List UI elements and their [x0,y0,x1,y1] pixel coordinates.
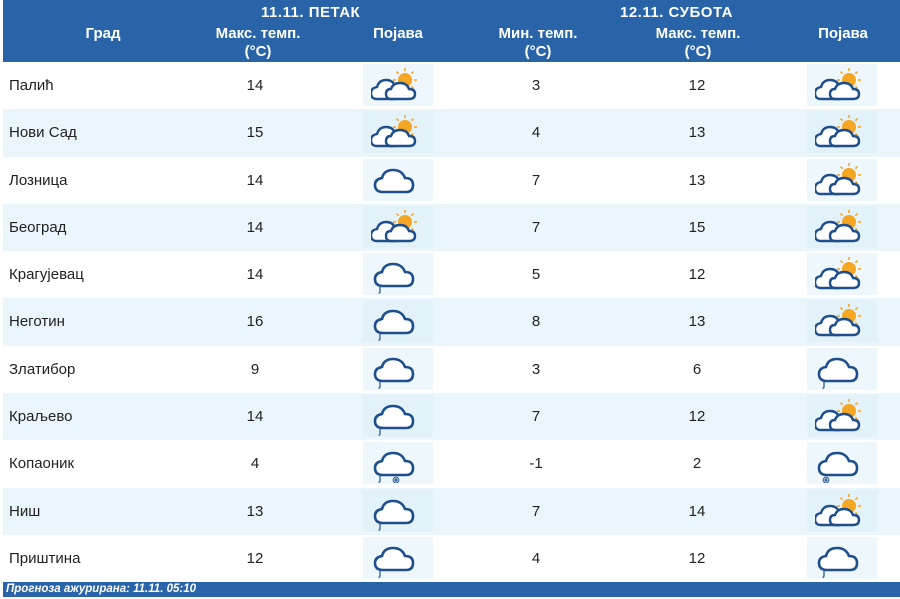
city-name: Неготин [9,313,65,331]
city-name: Лозница [9,171,68,189]
max-temp-day2: 15 [688,218,706,236]
max-temp-day1: 15 [246,124,264,142]
city-name: Нови Сад [9,124,77,142]
min-temp-day2: -1 [529,455,543,473]
max-temp-day1: 14 [246,77,264,94]
rain-icon [363,300,433,343]
city-name: Краљево [9,408,73,426]
col-max2-header: Макс. темп. (°C) [655,25,741,60]
rain-icon [363,395,433,438]
max-temp-day1: 13 [246,502,264,520]
min-temp-day2: 7 [531,171,541,189]
rain-icon [363,347,433,390]
max-temp-day2: 12 [688,408,706,426]
day1-label: 11.11. ПЕТАК [261,4,361,21]
partly-sunny-icon [363,111,433,154]
max-temp-day2: 12 [688,77,706,94]
forecast-rows: Палић 14 3 12 Нови Сад 15 4 13 Лозница 14 7 13 Беогр… [3,62,900,582]
table-row: Нови Сад 15 4 13 [3,109,900,157]
col-city-header: Град [85,25,121,42]
rain-icon [363,489,433,532]
partly-sunny-icon [807,205,877,248]
min-temp-day2: 7 [531,502,541,520]
table-row: Приштина 12 4 12 [3,535,900,582]
table-row: Краљево 14 7 12 [3,393,900,441]
table-header: 11.11. ПЕТАК 12.11. СУБОТА Град Макс. те… [3,0,900,62]
min-temp-day2: 3 [531,77,541,94]
table-row: Београд 14 7 15 [3,203,900,252]
min-temp-day2: 7 [531,408,541,426]
rain-icon [363,536,433,579]
city-name: Златибор [9,360,76,378]
city-name: Копаоник [9,455,75,473]
city-name: Палић [9,77,54,94]
min-temp-day2: 4 [531,549,541,567]
col-min2-header: Мин. темп. (°C) [498,25,578,60]
table-row: Палић 14 3 12 [3,62,900,109]
min-temp-day2: 8 [531,313,541,331]
col-icon1-header: Појава [373,25,423,42]
max-temp-day1: 14 [246,171,264,189]
partly-sunny-icon [807,158,877,201]
update-footer: Прогноза ажурирана: 11.11. 05:10 [3,582,900,597]
max-temp-day1: 16 [246,313,264,331]
table-row: Ниш 13 7 14 [3,487,900,535]
partly-sunny-icon [807,489,877,532]
max-temp-day2: 12 [688,549,706,567]
rain-icon [807,536,877,579]
min-temp-day2: 7 [531,218,541,236]
partly-sunny-icon [807,111,877,154]
rain-snow-icon [363,442,433,485]
max-temp-day2: 14 [688,502,706,520]
cloudy-icon [363,158,433,201]
max-temp-day2: 13 [688,124,706,142]
max-temp-day2: 2 [692,455,702,473]
max-temp-day1: 14 [246,266,264,284]
max-temp-day1: 14 [246,218,264,236]
city-name: Ниш [9,502,41,520]
min-temp-day2: 4 [531,124,541,142]
snow-icon [807,442,877,485]
max-temp-day1: 9 [250,360,260,378]
max-temp-day2: 6 [692,360,702,378]
rain-icon [363,253,433,296]
partly-sunny-icon [363,205,433,248]
partly-sunny-icon [807,64,877,106]
max-temp-day2: 13 [688,313,706,331]
max-temp-day1: 14 [246,408,264,426]
max-temp-day2: 13 [688,171,706,189]
partly-sunny-icon [363,64,433,106]
city-name: Београд [9,218,67,236]
min-temp-day2: 5 [531,266,541,284]
min-temp-day2: 3 [531,360,541,378]
table-row: Копаоник 4 -1 2 [3,440,900,487]
col-icon2-header: Појава [818,25,868,42]
max-temp-day1: 4 [250,455,260,473]
partly-sunny-icon [807,395,877,438]
table-row: Лозница 14 7 13 [3,157,900,204]
day2-label: 12.11. СУБОТА [620,4,734,21]
table-row: Златибор 9 3 6 [3,346,900,393]
max-temp-day2: 12 [688,266,706,284]
table-row: Крагујевац 14 5 12 [3,251,900,298]
table-row: Неготин 16 8 13 [3,298,900,346]
partly-sunny-icon [807,300,877,343]
city-name: Крагујевац [9,266,84,284]
rain-icon [807,347,877,390]
city-name: Приштина [9,549,81,567]
max-temp-day1: 12 [246,549,264,567]
col-max1-header: Макс. темп. (°C) [215,25,301,60]
partly-sunny-icon [807,253,877,296]
